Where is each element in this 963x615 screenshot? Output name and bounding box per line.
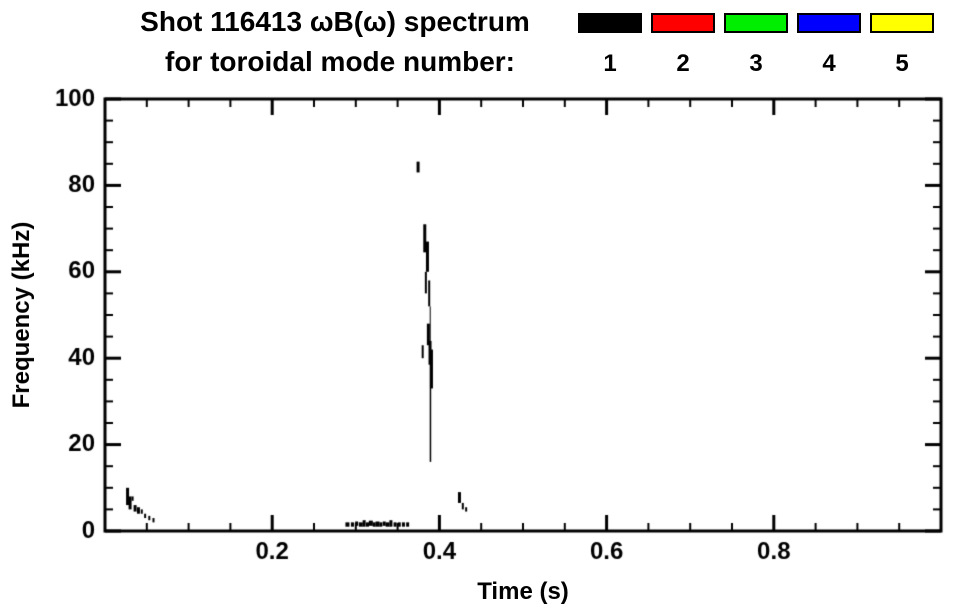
- legend-swatch-5: [870, 13, 934, 33]
- legend-number-1: 1: [603, 50, 617, 77]
- x-axis-label: Time (s): [477, 578, 569, 605]
- legend-swatch-2: [651, 13, 715, 33]
- legend-row: [578, 13, 934, 33]
- legend-number-2: 2: [676, 50, 690, 77]
- chart-title-line2: for toroidal mode number:: [165, 46, 515, 77]
- legend-swatch-4: [797, 13, 861, 33]
- legend-number-4: 4: [822, 50, 836, 77]
- legend-numbers: 1 2 3 4 5: [578, 50, 934, 78]
- legend-swatch-1: [578, 13, 642, 33]
- chart-title-line1: Shot 116413 ωB(ω) spectrum: [140, 6, 530, 37]
- legend-number-5: 5: [895, 50, 909, 77]
- legend-swatch-3: [724, 13, 788, 33]
- legend-number-3: 3: [749, 50, 763, 77]
- y-axis-label: Frequency (kHz): [8, 221, 35, 409]
